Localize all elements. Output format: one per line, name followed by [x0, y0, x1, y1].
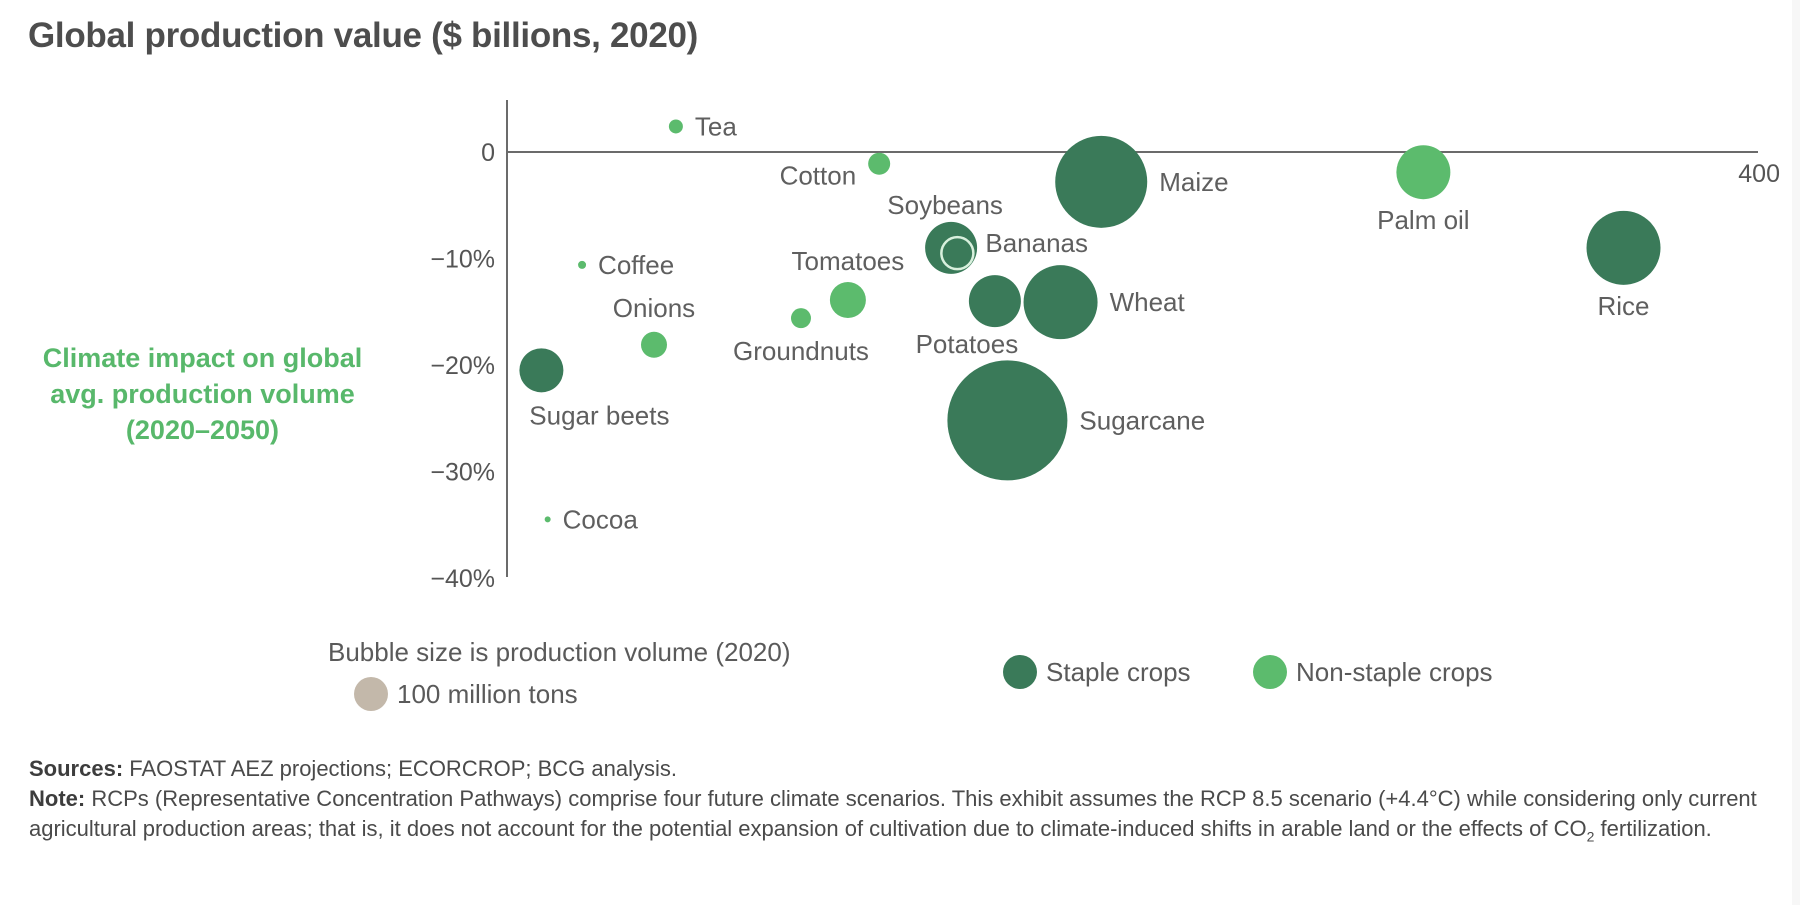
size-legend: 100 million tons: [354, 677, 578, 711]
bubble-maize: [1055, 135, 1148, 228]
bubble-label: Cotton: [780, 161, 857, 191]
bubble-label: Groundnuts: [733, 336, 869, 366]
bubble-palm-oil: [1396, 145, 1451, 200]
bubble-potatoes: [968, 275, 1021, 328]
legend-label: Staple crops: [1046, 656, 1191, 687]
bubble-label: Coffee: [598, 250, 674, 280]
bubble-label: Palm oil: [1377, 205, 1469, 235]
bubble-tomatoes: [829, 282, 866, 319]
bubble-label: Rice: [1598, 291, 1650, 321]
bubble-label: Onions: [613, 293, 695, 323]
note-label: Note:: [29, 786, 86, 811]
y-tick-label: −20%: [430, 352, 495, 380]
bubble-label: Bananas: [985, 228, 1088, 258]
y-tick-label: −40%: [430, 565, 495, 593]
chart-title: Global production value ($ billions, 202…: [28, 16, 699, 55]
bubble-label: Wheat: [1110, 287, 1186, 317]
sources-label: Sources:: [29, 756, 124, 781]
bubble-chart: 0 −10% −20% −30% −40% 400 Tea Cotton Maize Palm …: [430, 100, 1780, 593]
bubble-rice: [1586, 210, 1661, 285]
bubble-sugarcane: [947, 360, 1068, 481]
bubble-labels: Tea Cotton Maize Palm oil Soybeans Bananas Ric…: [529, 111, 1649, 534]
bubble-cotton: [868, 152, 891, 175]
y-axis-label-line: avg. production volume: [50, 379, 355, 409]
bubble-label: Sugar beets: [529, 400, 669, 430]
page-edge: [1792, 0, 1800, 905]
bubble-wheat: [1023, 265, 1098, 340]
bubble-tea: [668, 119, 683, 134]
bubble-label: Potatoes: [916, 329, 1019, 359]
bubble-label: Tomatoes: [792, 246, 905, 276]
note-text: RCPs (Representative Concentration Pathw…: [29, 786, 1757, 841]
bubble-label: Tea: [695, 111, 737, 141]
y-tick-label: −30%: [430, 459, 495, 487]
bubble-label: Maize: [1159, 167, 1228, 197]
non-staple-swatch: [1253, 655, 1287, 689]
legend-label: Non-staple crops: [1296, 656, 1493, 687]
size-legend-title: Bubble size is production volume (2020): [328, 637, 791, 667]
bubble-cocoa: [544, 516, 551, 523]
bubble-label: Sugarcane: [1079, 405, 1205, 435]
y-tick-label: −10%: [430, 246, 495, 274]
size-reference-label: 100 million tons: [397, 678, 578, 709]
legend-item-non-staple: Non-staple crops: [1253, 655, 1493, 689]
sources-line: Sources: FAOSTAT AEZ projections; ECORCR…: [29, 754, 1769, 784]
y-axis-label-line: Climate impact on global: [42, 343, 363, 373]
note-subscript: 2: [1586, 828, 1595, 845]
bubble-onions: [640, 331, 667, 358]
bubble-bananas: [940, 235, 975, 271]
bubble-label: Soybeans: [887, 190, 1003, 220]
y-tick-label: 0: [481, 139, 495, 167]
bubbles: [519, 119, 1661, 523]
bubble-groundnuts: [790, 308, 811, 329]
staple-swatch: [1003, 655, 1037, 689]
bubble-label: Cocoa: [563, 504, 639, 534]
bubble-coffee: [578, 260, 587, 269]
size-reference-bubble: [354, 677, 388, 711]
bubble-sugar-beets: [519, 348, 564, 393]
note-text-end: fertilization.: [1594, 816, 1712, 841]
x-tick-label: 400: [1738, 160, 1780, 188]
y-axis-label: Climate impact on global avg. production…: [10, 340, 395, 448]
y-axis-label-line: (2020–2050): [125, 415, 280, 445]
footnotes: Sources: FAOSTAT AEZ projections; ECORCR…: [29, 754, 1769, 851]
note-line: Note: RCPs (Representative Concentration…: [29, 784, 1769, 851]
legend-item-staple: Staple crops: [1003, 655, 1191, 689]
sources-text: FAOSTAT AEZ projections; ECORCROP; BCG a…: [123, 756, 677, 781]
